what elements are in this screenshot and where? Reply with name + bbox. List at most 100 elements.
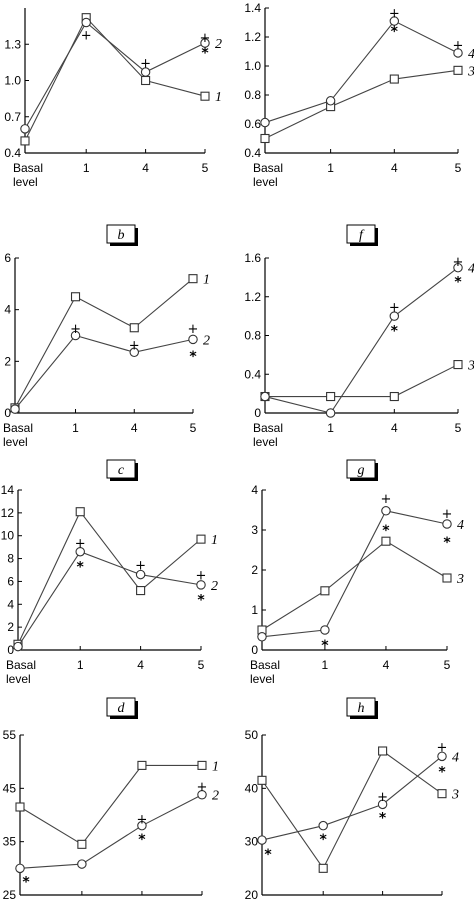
- y-tick-label: 2: [7, 620, 14, 634]
- y-tick-label: 0.4: [244, 367, 261, 381]
- x-tick-label: level: [253, 175, 278, 189]
- circle-marker: [140, 67, 151, 77]
- significance-plus: +: [442, 507, 453, 522]
- square-marker: [15, 802, 25, 812]
- significance-plus: +: [140, 56, 151, 71]
- square-marker: [260, 133, 270, 144]
- y-tick-label: 3: [251, 523, 258, 537]
- y-tick-label: 0.4: [244, 146, 261, 160]
- y-tick-label: 1.0: [244, 59, 261, 73]
- series-label-4: 4: [468, 47, 474, 62]
- panel-label-g: g: [346, 459, 378, 481]
- significance-plus: +: [129, 339, 140, 354]
- y-tick-label: 40: [245, 781, 259, 795]
- x-tick-label: Basal: [13, 161, 43, 175]
- series-label-3: 3: [451, 788, 459, 803]
- y-tick-label: 1.2: [244, 290, 261, 304]
- square-marker: [196, 534, 206, 544]
- panel-label-c-text: c: [118, 463, 125, 478]
- x-tick-label: 4: [137, 658, 144, 672]
- significance-plus: +: [453, 255, 464, 270]
- circle-marker: [75, 546, 85, 557]
- series-line-4: [264, 267, 459, 414]
- panel-label-f: f: [346, 224, 378, 246]
- series-label-1: 1: [212, 759, 219, 774]
- chart-6: 25 35 45 55 1 2 * + * +: [3, 728, 219, 901]
- x-tick-label: 4: [391, 421, 398, 435]
- y-tick-label: 55: [3, 728, 17, 742]
- significance-star: *: [391, 24, 399, 40]
- circle-marker: [77, 859, 87, 869]
- circle-marker: [260, 117, 270, 128]
- significance-star: *: [138, 832, 146, 848]
- y-tick-label: 0: [7, 643, 14, 657]
- significance-plus: +: [437, 741, 448, 756]
- series-label-4: 4: [452, 750, 459, 765]
- y-tick-label: 2: [4, 354, 11, 368]
- square-marker: [437, 789, 447, 799]
- y-tick-label: 0.6: [244, 117, 261, 131]
- x-tick-label: Basal: [253, 161, 283, 175]
- circle-marker: [389, 311, 400, 321]
- significance-star: *: [189, 349, 197, 365]
- significance-star: *: [443, 535, 451, 551]
- circle-marker: [442, 519, 452, 529]
- x-tick-label: level: [6, 672, 31, 686]
- significance-plus: +: [135, 558, 146, 573]
- circle-marker: [260, 391, 270, 402]
- y-tick-label: 12: [1, 506, 15, 520]
- y-tick-label: 10: [1, 529, 15, 543]
- square-marker: [77, 839, 87, 849]
- series-label-2: 2: [203, 333, 210, 348]
- square-marker: [129, 323, 139, 333]
- series-line-3: [265, 364, 459, 398]
- x-tick-label: Basal: [6, 658, 36, 672]
- significance-plus: +: [200, 31, 211, 46]
- significance-plus: +: [81, 29, 92, 44]
- significance-plus: +: [389, 6, 400, 21]
- circle-marker: [200, 38, 210, 48]
- square-marker: [378, 746, 388, 756]
- circle-marker: [13, 641, 23, 652]
- series-line-1: [14, 278, 194, 409]
- significance-star: *: [320, 832, 328, 848]
- x-tick-label: 4: [131, 421, 138, 435]
- series-label-2: 2: [212, 789, 219, 804]
- series-line-2: [19, 794, 203, 869]
- y-tick-label: 0: [254, 406, 261, 420]
- significance-plus: +: [75, 537, 86, 552]
- circle-marker: [325, 408, 336, 418]
- x-tick-label: 1: [77, 658, 84, 672]
- y-tick-label: 1.2: [244, 30, 261, 44]
- significance-star: *: [264, 847, 272, 863]
- square-marker: [75, 507, 85, 517]
- circle-marker: [257, 835, 267, 845]
- x-tick-label: Basal: [253, 421, 283, 435]
- y-tick-label: 1: [251, 603, 258, 617]
- square-marker: [389, 391, 399, 402]
- circle-marker: [389, 16, 400, 26]
- circle-marker: [318, 820, 328, 831]
- y-tick-label: 45: [3, 781, 17, 795]
- significance-plus: +: [136, 813, 147, 828]
- significance-star: *: [379, 811, 387, 827]
- chart-7: 20 30 40 50 3 4 * * + * + *: [245, 728, 459, 901]
- significance-star: *: [22, 875, 30, 891]
- square-marker: [200, 91, 210, 101]
- series-line-4: [264, 20, 459, 124]
- series-line-3: [261, 540, 448, 631]
- significance-plus: +: [377, 790, 388, 805]
- series-label-1: 1: [203, 273, 210, 288]
- series-line-2: [14, 334, 194, 410]
- series-label-2: 2: [215, 37, 222, 52]
- panel-label-h-text: h: [358, 701, 365, 716]
- circle-marker: [81, 17, 91, 28]
- series-label-2: 2: [211, 579, 218, 594]
- circle-marker: [135, 569, 146, 580]
- significance-star: *: [201, 46, 209, 62]
